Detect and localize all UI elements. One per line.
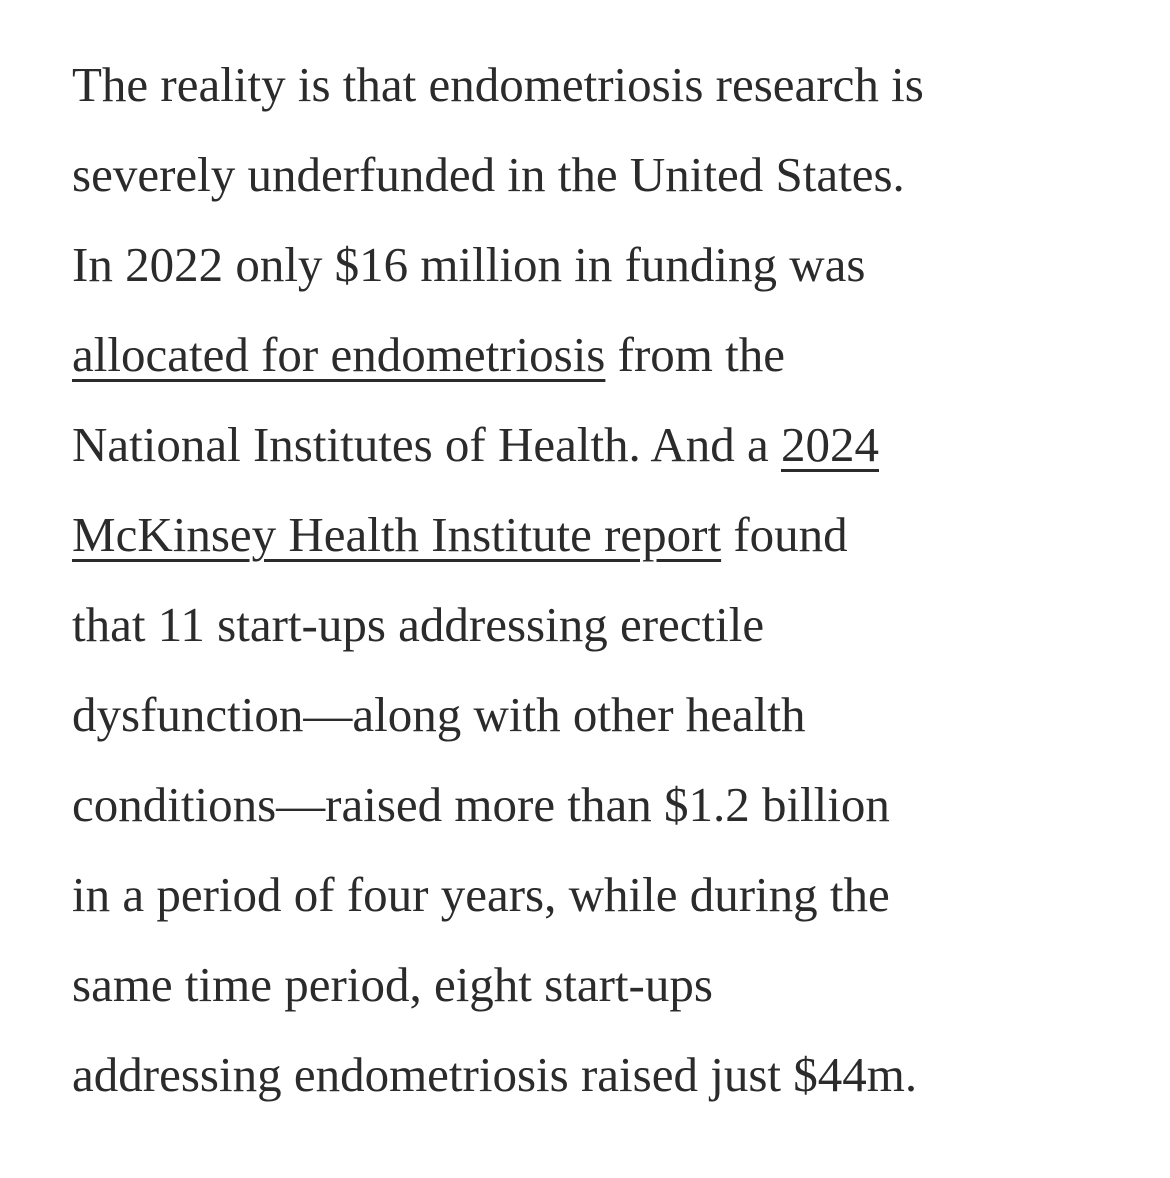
- text-line: dysfunction—along with other health: [72, 670, 924, 760]
- text-line: McKinsey Health Institute report found: [72, 490, 924, 580]
- text: in a period of four years, while during …: [72, 867, 890, 922]
- text: addressing endometriosis raised just $44…: [72, 1047, 918, 1102]
- text: National Institutes of Health. And a: [72, 417, 781, 472]
- text-line: same time period, eight start-ups: [72, 940, 924, 1030]
- text-line: In 2022 only $16 million in funding was: [72, 220, 924, 310]
- link-mckinsey-report[interactable]: McKinsey Health Institute report: [72, 507, 722, 562]
- text-line: The reality is that endometriosis resear…: [72, 40, 924, 130]
- text: dysfunction—along with other health: [72, 687, 806, 742]
- text-line: allocated for endometriosis from the: [72, 310, 924, 400]
- text-line: that 11 start-ups addressing erectile: [72, 580, 924, 670]
- text-line: National Institutes of Health. And a 202…: [72, 400, 924, 490]
- text-line: addressing endometriosis raised just $44…: [72, 1030, 924, 1120]
- text: severely underfunded in the United State…: [72, 147, 905, 202]
- text-line: severely underfunded in the United State…: [72, 130, 924, 220]
- text: that 11 start-ups addressing erectile: [72, 597, 765, 652]
- text: same time period, eight start-ups: [72, 957, 713, 1012]
- text: found: [721, 507, 848, 562]
- text-line: in a period of four years, while during …: [72, 850, 924, 940]
- link-mckinsey-report[interactable]: 2024: [781, 417, 879, 472]
- article-paragraph: The reality is that endometriosis resear…: [72, 40, 924, 1120]
- text: from the: [605, 327, 786, 382]
- text: The reality is that endometriosis resear…: [72, 57, 924, 112]
- text: conditions—raised more than $1.2 billion: [72, 777, 890, 832]
- text-line: conditions—raised more than $1.2 billion: [72, 760, 924, 850]
- link-endometriosis-funding[interactable]: allocated for endometriosis: [72, 327, 606, 382]
- text: In 2022 only $16 million in funding was: [72, 237, 866, 292]
